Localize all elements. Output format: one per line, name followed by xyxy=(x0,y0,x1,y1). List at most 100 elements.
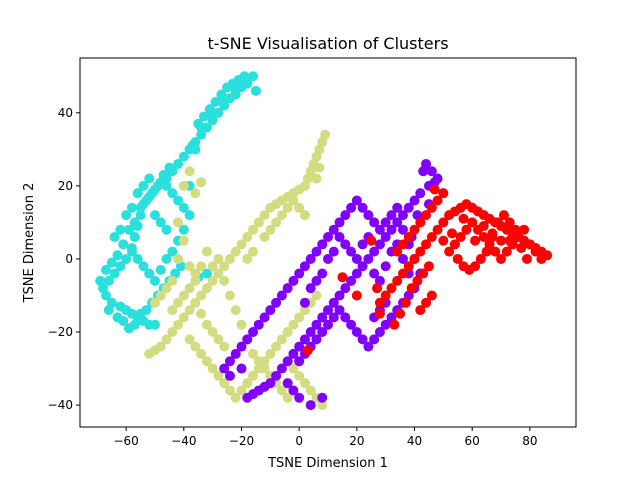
scatter-point-s1-41 xyxy=(219,378,230,389)
scatter-point-s1-99 xyxy=(265,224,276,235)
scatter-point-s3-37 xyxy=(392,246,403,257)
scatter-point-s1-102 xyxy=(282,202,293,213)
scatter-point-s0-41 xyxy=(178,202,189,213)
scatter-point-s3-90 xyxy=(302,345,313,356)
scatter-point-s0-104 xyxy=(138,180,149,191)
scatter-point-s2-9 xyxy=(386,224,397,235)
scatter-point-s1-40 xyxy=(213,370,224,381)
scatter-point-s2-53 xyxy=(248,327,259,338)
scatter-point-s1-95 xyxy=(236,319,247,330)
scatter-point-s0-73 xyxy=(103,305,114,316)
scatter-point-s3-71 xyxy=(418,268,429,279)
scatter-point-s1-27 xyxy=(184,305,195,316)
scatter-point-s1-109 xyxy=(314,162,325,173)
scatter-point-s3-49 xyxy=(496,253,507,264)
scatter-point-s2-78 xyxy=(357,334,368,345)
scatter-point-s3-41 xyxy=(449,239,460,250)
scatter-point-s3-31 xyxy=(426,202,437,213)
scatter-point-s1-65 xyxy=(276,385,287,396)
scatter-point-s3-87 xyxy=(504,235,515,246)
scatter-point-s1-24 xyxy=(201,283,212,294)
scatter-point-s0-64 xyxy=(141,195,152,206)
scatter-point-s2-54 xyxy=(242,334,253,345)
scatter-point-s3-91 xyxy=(337,272,348,283)
scatter-point-s2-121 xyxy=(429,177,440,188)
scatter-point-s2-77 xyxy=(363,341,374,352)
scatter-point-s2-99 xyxy=(311,275,322,286)
scatter-point-s1-35 xyxy=(184,334,195,345)
scatter-point-s2-118 xyxy=(299,297,310,308)
scatter-point-s3-48 xyxy=(490,246,501,257)
scatter-point-s1-88 xyxy=(196,261,207,272)
scatter-point-s3-72 xyxy=(412,275,423,286)
scatter-point-s2-83 xyxy=(328,312,339,323)
scatter-point-s1-106 xyxy=(248,246,259,257)
scatter-point-s0-69 xyxy=(112,250,123,261)
scatter-point-s3-50 xyxy=(501,246,512,257)
scatter-point-s1-29 xyxy=(173,319,184,330)
scatter-point-s1-57 xyxy=(311,290,322,301)
scatter-point-s1-38 xyxy=(201,356,212,367)
scatter-point-s1-74 xyxy=(167,275,178,286)
scatter-point-s0-92 xyxy=(149,275,160,286)
scatter-point-s1-13 xyxy=(265,202,276,213)
scatter-point-s3-40 xyxy=(444,246,455,257)
scatter-point-s0-108 xyxy=(161,224,172,235)
scatter-point-s2-96 xyxy=(328,246,339,257)
scatter-point-s3-67 xyxy=(510,224,521,235)
scatter-point-s0-65 xyxy=(135,202,146,213)
scatter-point-s2-36 xyxy=(346,202,357,213)
chart-title: t-SNE Visualisation of Clusters xyxy=(207,34,448,53)
scatter-point-s2-81 xyxy=(340,312,351,323)
scatter-point-s2-5 xyxy=(409,195,420,206)
scatter-point-s1-64 xyxy=(282,392,293,403)
scatter-point-s2-41 xyxy=(317,239,328,250)
scatter-point-s2-60 xyxy=(369,217,380,228)
scatter-point-s2-110 xyxy=(288,385,299,396)
scatter-point-s0-39 xyxy=(167,188,178,199)
scatter-point-s0-47 xyxy=(230,89,241,100)
scatter-point-s3-21 xyxy=(421,239,432,250)
scatter-point-s1-30 xyxy=(167,327,178,338)
scatter-point-s1-42 xyxy=(224,385,235,396)
scatter-point-s1-90 xyxy=(207,261,218,272)
scatter-point-s2-90 xyxy=(351,253,362,264)
scatter-point-s2-50 xyxy=(265,305,276,316)
scatter-point-s2-57 xyxy=(224,356,235,367)
scatter-point-s1-53 xyxy=(288,319,299,330)
scatter-point-s0-101 xyxy=(121,210,132,221)
scatter-point-s2-76 xyxy=(369,334,380,345)
scatter-point-s3-79 xyxy=(415,305,426,316)
scatter-point-s1-50 xyxy=(271,341,282,352)
scatter-point-s2-93 xyxy=(346,246,357,257)
scatter-point-s0-100 xyxy=(109,232,120,243)
scatter-point-s2-89 xyxy=(294,356,305,367)
scatter-point-s2-29 xyxy=(271,370,282,381)
scatter-point-s1-79 xyxy=(201,319,212,330)
scatter-point-s1-55 xyxy=(299,305,310,316)
scatter-point-s1-111 xyxy=(178,180,189,191)
scatter-point-s3-57 xyxy=(452,253,463,264)
scatter-point-s2-63 xyxy=(386,210,397,221)
scatter-point-s1-23 xyxy=(207,275,218,286)
scatter-point-s2-14 xyxy=(357,261,368,272)
scatter-point-s0-66 xyxy=(129,217,140,228)
scatter-point-s3-19 xyxy=(432,224,443,235)
scatter-point-s2-58 xyxy=(357,202,368,213)
scatter-point-s0-102 xyxy=(126,202,137,213)
scatter-point-s2-102 xyxy=(380,261,391,272)
scatter-point-s2-48 xyxy=(276,290,287,301)
scatter-point-s3-82 xyxy=(458,213,469,224)
scatter-point-s0-91 xyxy=(144,268,155,279)
scatter-point-s2-51 xyxy=(259,312,270,323)
scatter-point-s3-65 xyxy=(498,210,509,221)
scatter-point-s2-52 xyxy=(253,319,264,330)
scatter-point-s2-17 xyxy=(340,283,351,294)
scatter-point-s1-19 xyxy=(230,246,241,257)
scatter-point-s2-80 xyxy=(346,319,357,330)
scatter-point-s3-89 xyxy=(372,283,383,294)
x-tick-label: 0 xyxy=(295,434,303,448)
scatter-point-s2-46 xyxy=(288,275,299,286)
scatter-point-s3-28 xyxy=(380,290,391,301)
scatter-point-s1-20 xyxy=(224,253,235,264)
